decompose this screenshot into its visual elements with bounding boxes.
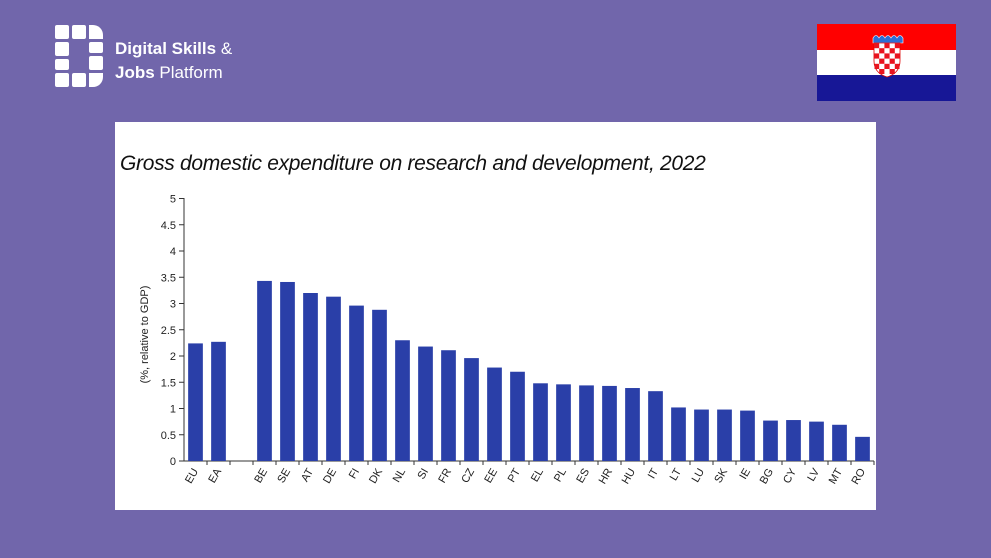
bar-si [418,346,433,461]
category-label-sk: SK [712,466,730,485]
category-label-lu: LU [690,466,707,484]
bar-fi [349,305,364,461]
bar-se [280,281,295,461]
category-label-ea: EA [206,466,224,485]
category-label-mt: MT [827,466,845,486]
y-tick-label: 1 [170,404,176,416]
bar-hu [625,388,640,461]
bar-lu [694,409,709,461]
category-label-fr: FR [436,466,454,485]
bar-pt [510,371,525,461]
bar-nl [395,340,410,461]
coat-of-arms-icon [872,35,904,78]
bar-ee [487,367,502,461]
bar-ea [211,341,226,461]
brand-line2-rest: Platform [154,63,223,82]
bar-de [326,296,341,461]
category-label-eu: EU [183,466,201,485]
y-axis-title: (%, relative to GDP) [139,286,151,384]
bar-bg [763,420,778,461]
category-label-fi: FI [347,467,362,481]
y-tick-label: 2.5 [161,325,176,337]
category-label-pl: PL [552,467,569,485]
category-label-ee: EE [482,467,500,486]
bar-el [533,383,548,461]
chart-title: Gross domestic expenditure on research a… [120,152,706,175]
bar-be [257,280,272,461]
bar-es [579,385,594,461]
category-label-lt: LT [668,466,685,483]
category-label-hr: HR [597,466,615,486]
category-label-se: SE [275,467,293,486]
bar-it [648,391,663,461]
category-label-it: IT [646,466,661,481]
bar-mt [832,424,847,461]
bar-eu [188,343,203,461]
category-label-de: DE [321,467,339,486]
category-label-be: BE [252,467,270,486]
category-label-bg: BG [758,467,776,487]
category-label-dk: DK [367,466,385,486]
y-tick-label: 3.5 [161,272,176,284]
y-tick-label: 5 [170,194,176,206]
category-label-ro: RO [849,466,868,487]
y-tick-label: 0.5 [161,430,176,442]
platform-logo[interactable]: Digital Skills & Jobs Platform [55,25,275,89]
y-tick-label: 1.5 [161,377,176,389]
brand-line2-bold: Jobs [115,63,155,82]
category-label-si: SI [416,467,432,482]
bar-ie [740,410,755,461]
category-label-nl: NL [391,467,408,485]
chart-panel: Gross domestic expenditure on research a… [115,122,876,510]
y-tick-label: 0 [170,456,176,468]
bar-hr [602,385,617,461]
bar-dk [372,309,387,461]
platform-logo-icon [55,25,103,87]
bar-chart: 0 0.5 1 1.5 2 2.5 3 3.5 4 4.5 5 (%, relative to GDP… [139,194,875,487]
y-tick-label: 4 [170,246,176,258]
brand-line1-rest: & [216,39,233,58]
bar-at [303,293,318,461]
y-tick-label: 2 [170,351,176,363]
platform-name: Digital Skills & Jobs Platform [115,37,232,85]
bar-lv [809,421,824,461]
bar-ro [855,436,870,461]
brand-line1-bold: Digital Skills [115,39,217,58]
category-label-el: EL [529,467,546,485]
category-label-lv: LV [805,466,822,484]
bar-cz [464,358,479,461]
category-label-hu: HU [620,466,638,486]
y-tick-label: 3 [170,299,176,311]
bar-pl [556,384,571,461]
category-label-cz: CZ [459,466,477,485]
category-label-ie: IE [738,467,754,482]
bar-sk [717,409,732,461]
category-label-at: AT [299,466,316,484]
category-label-cy: CY [781,466,799,486]
bar-cy [786,420,801,461]
category-label-es: ES [574,467,592,486]
category-label-pt: PT [506,466,524,484]
bar-fr [441,350,456,461]
y-tick-label: 4.5 [161,220,176,232]
croatia-flag [817,24,956,101]
bar-lt [671,407,686,461]
